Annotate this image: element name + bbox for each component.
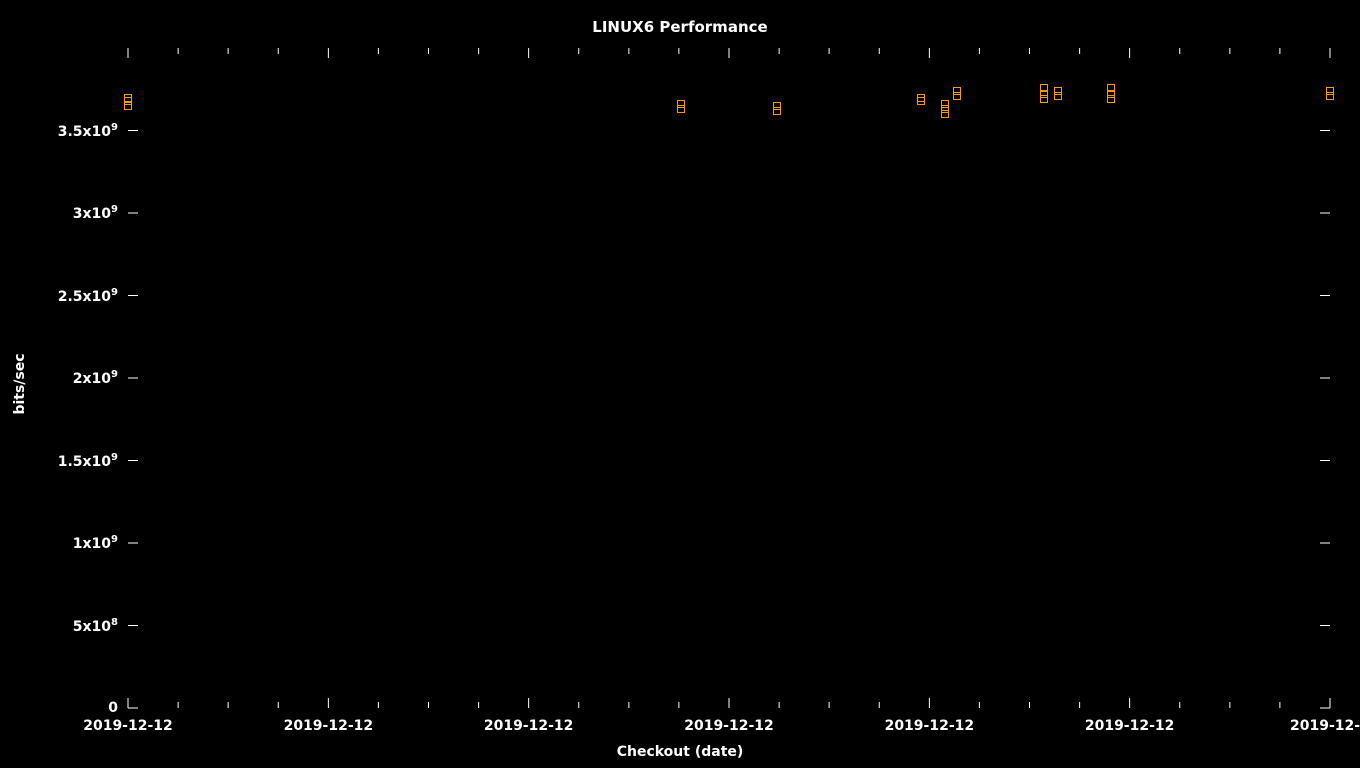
data-point	[1040, 95, 1048, 103]
x-tick-label: 2019-12-12	[885, 718, 975, 734]
data-point	[124, 102, 132, 110]
x-tick-label: 2019-12-12	[484, 718, 574, 734]
y-tick-label: 3.5x109	[58, 122, 118, 140]
data-point	[677, 105, 685, 113]
x-tick-label: 2019-12-12	[1085, 718, 1175, 734]
y-tick-label: 1x109	[73, 534, 118, 552]
x-tick-label: 2019-12-12	[83, 718, 173, 734]
y-tick-label: 3x109	[73, 204, 118, 222]
y-tick-label: 2.5x109	[58, 287, 118, 305]
data-point	[1054, 92, 1062, 100]
y-tick-label: 2x109	[73, 369, 118, 387]
y-tick-label: 0	[108, 700, 118, 716]
x-tick-label: 2019-12-12	[284, 718, 374, 734]
x-tick-label: 2019-12-1	[1290, 718, 1360, 734]
data-point	[953, 92, 961, 100]
data-point	[124, 94, 132, 102]
data-point	[1326, 92, 1334, 100]
y-tick-label: 5x108	[73, 617, 118, 635]
x-tick-label: 2019-12-12	[684, 718, 774, 734]
data-point	[917, 94, 925, 102]
performance-chart: LINUX6 Performance bits/sec Checkout (da…	[0, 0, 1360, 768]
data-point	[941, 100, 949, 108]
data-point	[773, 107, 781, 115]
data-point	[1107, 95, 1115, 103]
y-tick-label: 1.5x109	[58, 452, 118, 470]
plot-area	[0, 0, 1360, 768]
